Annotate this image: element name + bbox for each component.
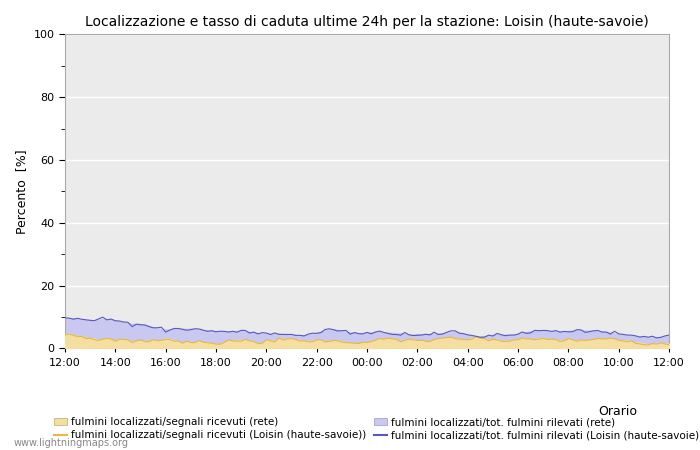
- Y-axis label: Percento  [%]: Percento [%]: [15, 149, 28, 234]
- Text: Orario: Orario: [598, 405, 637, 418]
- Legend: fulmini localizzati/segnali ricevuti (rete), fulmini localizzati/segnali ricevut: fulmini localizzati/segnali ricevuti (re…: [54, 417, 700, 440]
- Text: www.lightningmaps.org: www.lightningmaps.org: [14, 438, 129, 448]
- Title: Localizzazione e tasso di caduta ultime 24h per la stazione: Loisin (haute-savoi: Localizzazione e tasso di caduta ultime …: [85, 15, 649, 29]
